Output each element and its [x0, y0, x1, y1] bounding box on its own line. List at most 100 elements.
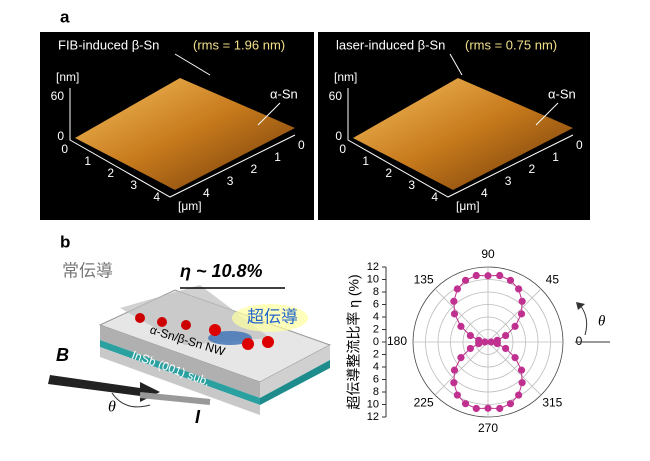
afm-panel: FIB-induced β-Sn (rms = 1.96 nm)[nm]60001… [51, 37, 305, 213]
data-point [453, 391, 461, 399]
data-point [487, 338, 495, 346]
data-point [453, 285, 461, 293]
axis-frame [347, 88, 574, 198]
normal-label: 常伝導 [62, 261, 113, 280]
afm-title: laser-induced β-Sn [336, 37, 445, 52]
panel-label: b [60, 232, 70, 251]
angle-arrow [579, 304, 588, 336]
data-point [518, 297, 526, 305]
r-tick-label: 0 [373, 336, 379, 348]
afm-rms: (rms = 0.75 nm) [465, 37, 557, 52]
x-tick-label: 3 [130, 178, 137, 192]
angle-label: θ [108, 399, 116, 416]
x-tick-label: 3 [408, 178, 415, 192]
grid-spoke [487, 341, 542, 396]
data-point [515, 391, 523, 399]
r-tick-label: 6 [373, 298, 379, 310]
data-point [472, 271, 480, 280]
afm-surface [75, 78, 295, 190]
data-point [466, 344, 474, 353]
data-point [450, 366, 459, 374]
y-tick-label: 1 [274, 150, 281, 164]
data-point [457, 322, 465, 330]
y-axis-title: 超伝導整流比率 η (%) [346, 274, 362, 409]
r-tick-label: 12 [367, 261, 379, 273]
data-point [461, 400, 470, 408]
angle-symbol: θ [598, 313, 606, 329]
x-tick-label: 4 [153, 190, 160, 204]
r-tick-label: 4 [373, 311, 379, 323]
data-point [450, 310, 459, 318]
data-point [511, 354, 519, 362]
x-tick-label: 0 [61, 142, 68, 156]
r-tick-label: 8 [373, 286, 379, 298]
eta-label: η ~ 10.8% [180, 261, 263, 281]
z-unit: [nm] [334, 70, 357, 84]
field-label: B [56, 345, 69, 365]
z-tick-label: 60 [329, 89, 343, 103]
region-label: α-Sn [548, 86, 576, 101]
data-point [484, 404, 492, 412]
data-point [506, 276, 515, 284]
data-point [496, 271, 504, 280]
x-tick-label: 1 [362, 154, 369, 168]
data-point [450, 379, 458, 387]
r-tick-label: 2 [373, 323, 379, 335]
angle-tick-label: 315 [542, 396, 562, 410]
data-point [457, 354, 465, 362]
data-point [518, 379, 526, 387]
z-tick-label: 0 [335, 129, 342, 143]
data-point [472, 404, 480, 413]
data-point [493, 340, 501, 348]
x-tick-label: 2 [385, 166, 392, 180]
data-point [502, 344, 510, 353]
afm-title: FIB-induced β-Sn [58, 37, 159, 52]
polar-chart: 0459013518022527031502244668810101212超伝導… [346, 247, 610, 435]
leader [257, 102, 281, 126]
z-tick-label: 0 [57, 129, 64, 143]
y-tick-label: 4 [481, 186, 488, 200]
angle-tick-label: 0 [576, 334, 583, 348]
y-tick-label: 1 [552, 150, 559, 164]
afm-panel: laser-induced β-Sn (rms = 0.75 nm) [nm] 60 0… [329, 37, 583, 213]
grid-spoke [434, 341, 489, 396]
grid-spoke [487, 288, 542, 343]
leader [535, 102, 559, 126]
xy-unit: [μm] [178, 199, 202, 213]
data-point [517, 366, 526, 374]
super-label: 超伝導 [247, 307, 298, 326]
leader [174, 53, 211, 76]
r-tick-label: 6 [373, 373, 379, 385]
leader [449, 53, 463, 76]
x-tick-label: 0 [339, 142, 346, 156]
panel-label: a [60, 7, 70, 26]
y-tick-label: 2 [529, 162, 536, 176]
data-point [515, 285, 523, 293]
y-tick-label: 0 [298, 138, 305, 152]
x-tick-label: 2 [107, 166, 114, 180]
angle-tick-label: 135 [414, 273, 434, 287]
data-point [466, 331, 474, 340]
data-point [481, 338, 489, 346]
y-tick-label: 0 [576, 138, 583, 152]
afm-surface [353, 78, 573, 190]
x-tick-label: 1 [84, 154, 91, 168]
data-point [461, 276, 470, 284]
region-label: α-Sn [270, 86, 298, 101]
angle-tick-label: 45 [546, 273, 560, 287]
r-tick-label: 12 [367, 411, 379, 423]
grid-spoke [434, 288, 489, 343]
data-point [502, 331, 510, 340]
data-point [506, 400, 515, 408]
r-tick-label: 2 [373, 348, 379, 360]
angle-tick-label: 225 [414, 396, 434, 410]
data-point [517, 310, 526, 318]
r-tick-label: 8 [373, 386, 379, 398]
r-tick-label: 10 [367, 398, 379, 410]
z-tick-label: 60 [51, 89, 65, 103]
r-tick-label: 4 [373, 361, 379, 373]
data-point [475, 340, 483, 348]
y-tick-label: 3 [505, 174, 512, 188]
x-tick-label: 4 [431, 190, 438, 204]
